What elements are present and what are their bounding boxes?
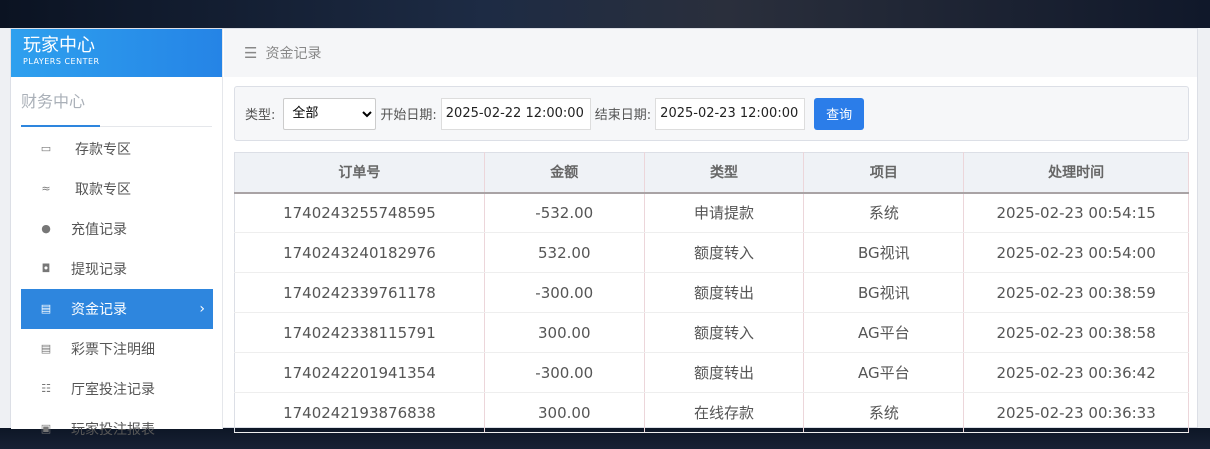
column-header: 项目	[803, 152, 965, 194]
table-cell: 在线存款	[644, 392, 805, 433]
table-row: 1740242201941354 -300.00 额度转出 AG平台 2025-02-2…	[234, 352, 1189, 393]
column-header: 处理时间	[963, 152, 1189, 194]
table-row: 1740243255748595 -532.00 申请提款 系统 2025-02-23 …	[234, 192, 1189, 233]
list-bullets-icon: ☷	[41, 382, 51, 395]
sidebar-item-label: 资金记录	[71, 302, 127, 318]
sidebar-item[interactable]: ▣ 玩家投注报表	[21, 409, 213, 449]
table-cell: 2025-02-23 00:36:33	[963, 392, 1189, 433]
table-row: 1740242338115791 300.00 额度转入 AG平台 2025-02-23…	[234, 312, 1189, 353]
table-cell: 2025-02-23 00:54:15	[963, 192, 1189, 233]
sidebar-item-label: 厅室投注记录	[71, 382, 155, 398]
table-cell: 2025-02-23 00:36:42	[963, 352, 1189, 393]
funds-table: 订单号 金额 类型 项目 处理时间 1740243255748595 -532.00 申请提款…	[234, 152, 1189, 433]
table-cell: 1740242193876838	[234, 392, 485, 433]
menu-icon[interactable]: ☰	[244, 44, 258, 62]
sidebar-item[interactable]: ● 充值记录	[21, 209, 213, 249]
report-icon: ▣	[40, 422, 52, 435]
table-row: 1740243240182976 532.00 额度转入 BG视讯 2025-02-23…	[234, 232, 1189, 273]
money-bag-icon: ●	[41, 222, 51, 235]
sidebar: 玩家中心 PLAYERS CENTER 财务中心 ▭ 存款专区 ≈ 取款专区 ● 充值记录…	[11, 29, 223, 438]
sidebar-item[interactable]: ▤ 彩票下注明细	[21, 329, 213, 369]
table-cell: 2025-02-23 00:54:00	[963, 232, 1189, 273]
section-underline	[21, 125, 100, 127]
table-cell: 300.00	[484, 312, 645, 353]
list-icon: ▤	[40, 342, 52, 355]
table-cell: 系统	[803, 392, 965, 433]
start-date-label: 开始日期:	[380, 108, 437, 123]
sidebar-item[interactable]: ☷ 厅室投注记录	[21, 369, 213, 409]
sidebar-item[interactable]: ▤ 资金记录 ›	[21, 289, 213, 329]
sidebar-item-label: 提现记录	[71, 262, 127, 278]
start-date-input[interactable]	[440, 97, 591, 130]
table-cell: -300.00	[484, 272, 645, 313]
column-header: 类型	[644, 152, 805, 194]
table-cell: 额度转出	[644, 352, 805, 393]
players-center-panel: 玩家中心 PLAYERS CENTER 财务中心 ▭ 存款专区 ≈ 取款专区 ● 充值记录…	[10, 28, 1198, 438]
sidebar-item[interactable]: ≈ 取款专区	[21, 169, 213, 209]
table-row: 1740242339761178 -300.00 额度转出 BG视讯 2025-02-2…	[234, 272, 1189, 313]
table-cell: -300.00	[484, 352, 645, 393]
end-date-input[interactable]	[655, 97, 806, 130]
column-header: 订单号	[234, 152, 485, 194]
hand-money-icon: ≈	[41, 182, 51, 195]
section-tab-finance[interactable]: 财务中心	[21, 87, 212, 127]
card-icon: ▭	[40, 142, 52, 155]
table-cell: 532.00	[484, 232, 645, 273]
table-cell: 申请提款	[644, 192, 805, 233]
table-cell: BG视讯	[803, 232, 965, 273]
sidebar-item-label: 玩家投注报表	[71, 422, 155, 438]
breadcrumb: ☰ 资金记录	[224, 29, 1197, 77]
wallet-icon: ◘	[41, 262, 51, 275]
table-cell: 1740242201941354	[234, 352, 485, 393]
end-date-label: 结束日期:	[594, 108, 652, 123]
table-cell: 2025-02-23 00:38:58	[963, 312, 1189, 353]
table-cell: 系统	[803, 192, 965, 233]
table-cell: 1740242339761178	[234, 272, 485, 313]
table-cell: AG平台	[803, 312, 965, 353]
table-cell: -532.00	[484, 192, 645, 233]
funds-icon: ▤	[40, 302, 52, 315]
sidebar-item-label: 存款专区	[75, 142, 131, 158]
type-select[interactable]: 全部	[283, 97, 377, 130]
brand-subtitle: PLAYERS CENTER	[23, 57, 100, 66]
table-cell: 1740243255748595	[234, 192, 485, 233]
table-cell: AG平台	[803, 352, 965, 393]
table-cell: 额度转出	[644, 272, 805, 313]
sidebar-item[interactable]: ▭ 存款专区	[21, 129, 213, 169]
chevron-right-icon: ›	[199, 301, 205, 317]
column-header: 金额	[484, 152, 645, 194]
filter-bar: 类型: 全部 开始日期: 结束日期: 查询	[234, 86, 1189, 141]
section-label: 财务中心	[21, 92, 86, 111]
table-cell: BG视讯	[803, 272, 965, 313]
background	[0, 0, 1210, 28]
breadcrumb-label: 资金记录	[265, 46, 322, 62]
sidebar-item[interactable]: ◘ 提现记录	[21, 249, 213, 289]
table-cell: 300.00	[484, 392, 645, 433]
table-cell: 额度转入	[644, 312, 805, 353]
sidebar-item-label: 彩票下注明细	[71, 342, 155, 358]
type-label: 类型:	[245, 108, 276, 123]
brand-title: 玩家中心	[23, 35, 95, 56]
sidebar-item-label: 充值记录	[71, 222, 127, 238]
brand-header: 玩家中心 PLAYERS CENTER	[11, 29, 222, 77]
query-button[interactable]: 查询	[814, 97, 865, 130]
table-cell: 1740243240182976	[234, 232, 485, 273]
table-cell: 2025-02-23 00:38:59	[963, 272, 1189, 313]
table-row: 1740242193876838 300.00 在线存款 系统 2025-02-23 0…	[234, 392, 1189, 433]
table-cell: 1740242338115791	[234, 312, 485, 353]
table-cell: 额度转入	[644, 232, 805, 273]
sidebar-item-label: 取款专区	[75, 182, 131, 198]
